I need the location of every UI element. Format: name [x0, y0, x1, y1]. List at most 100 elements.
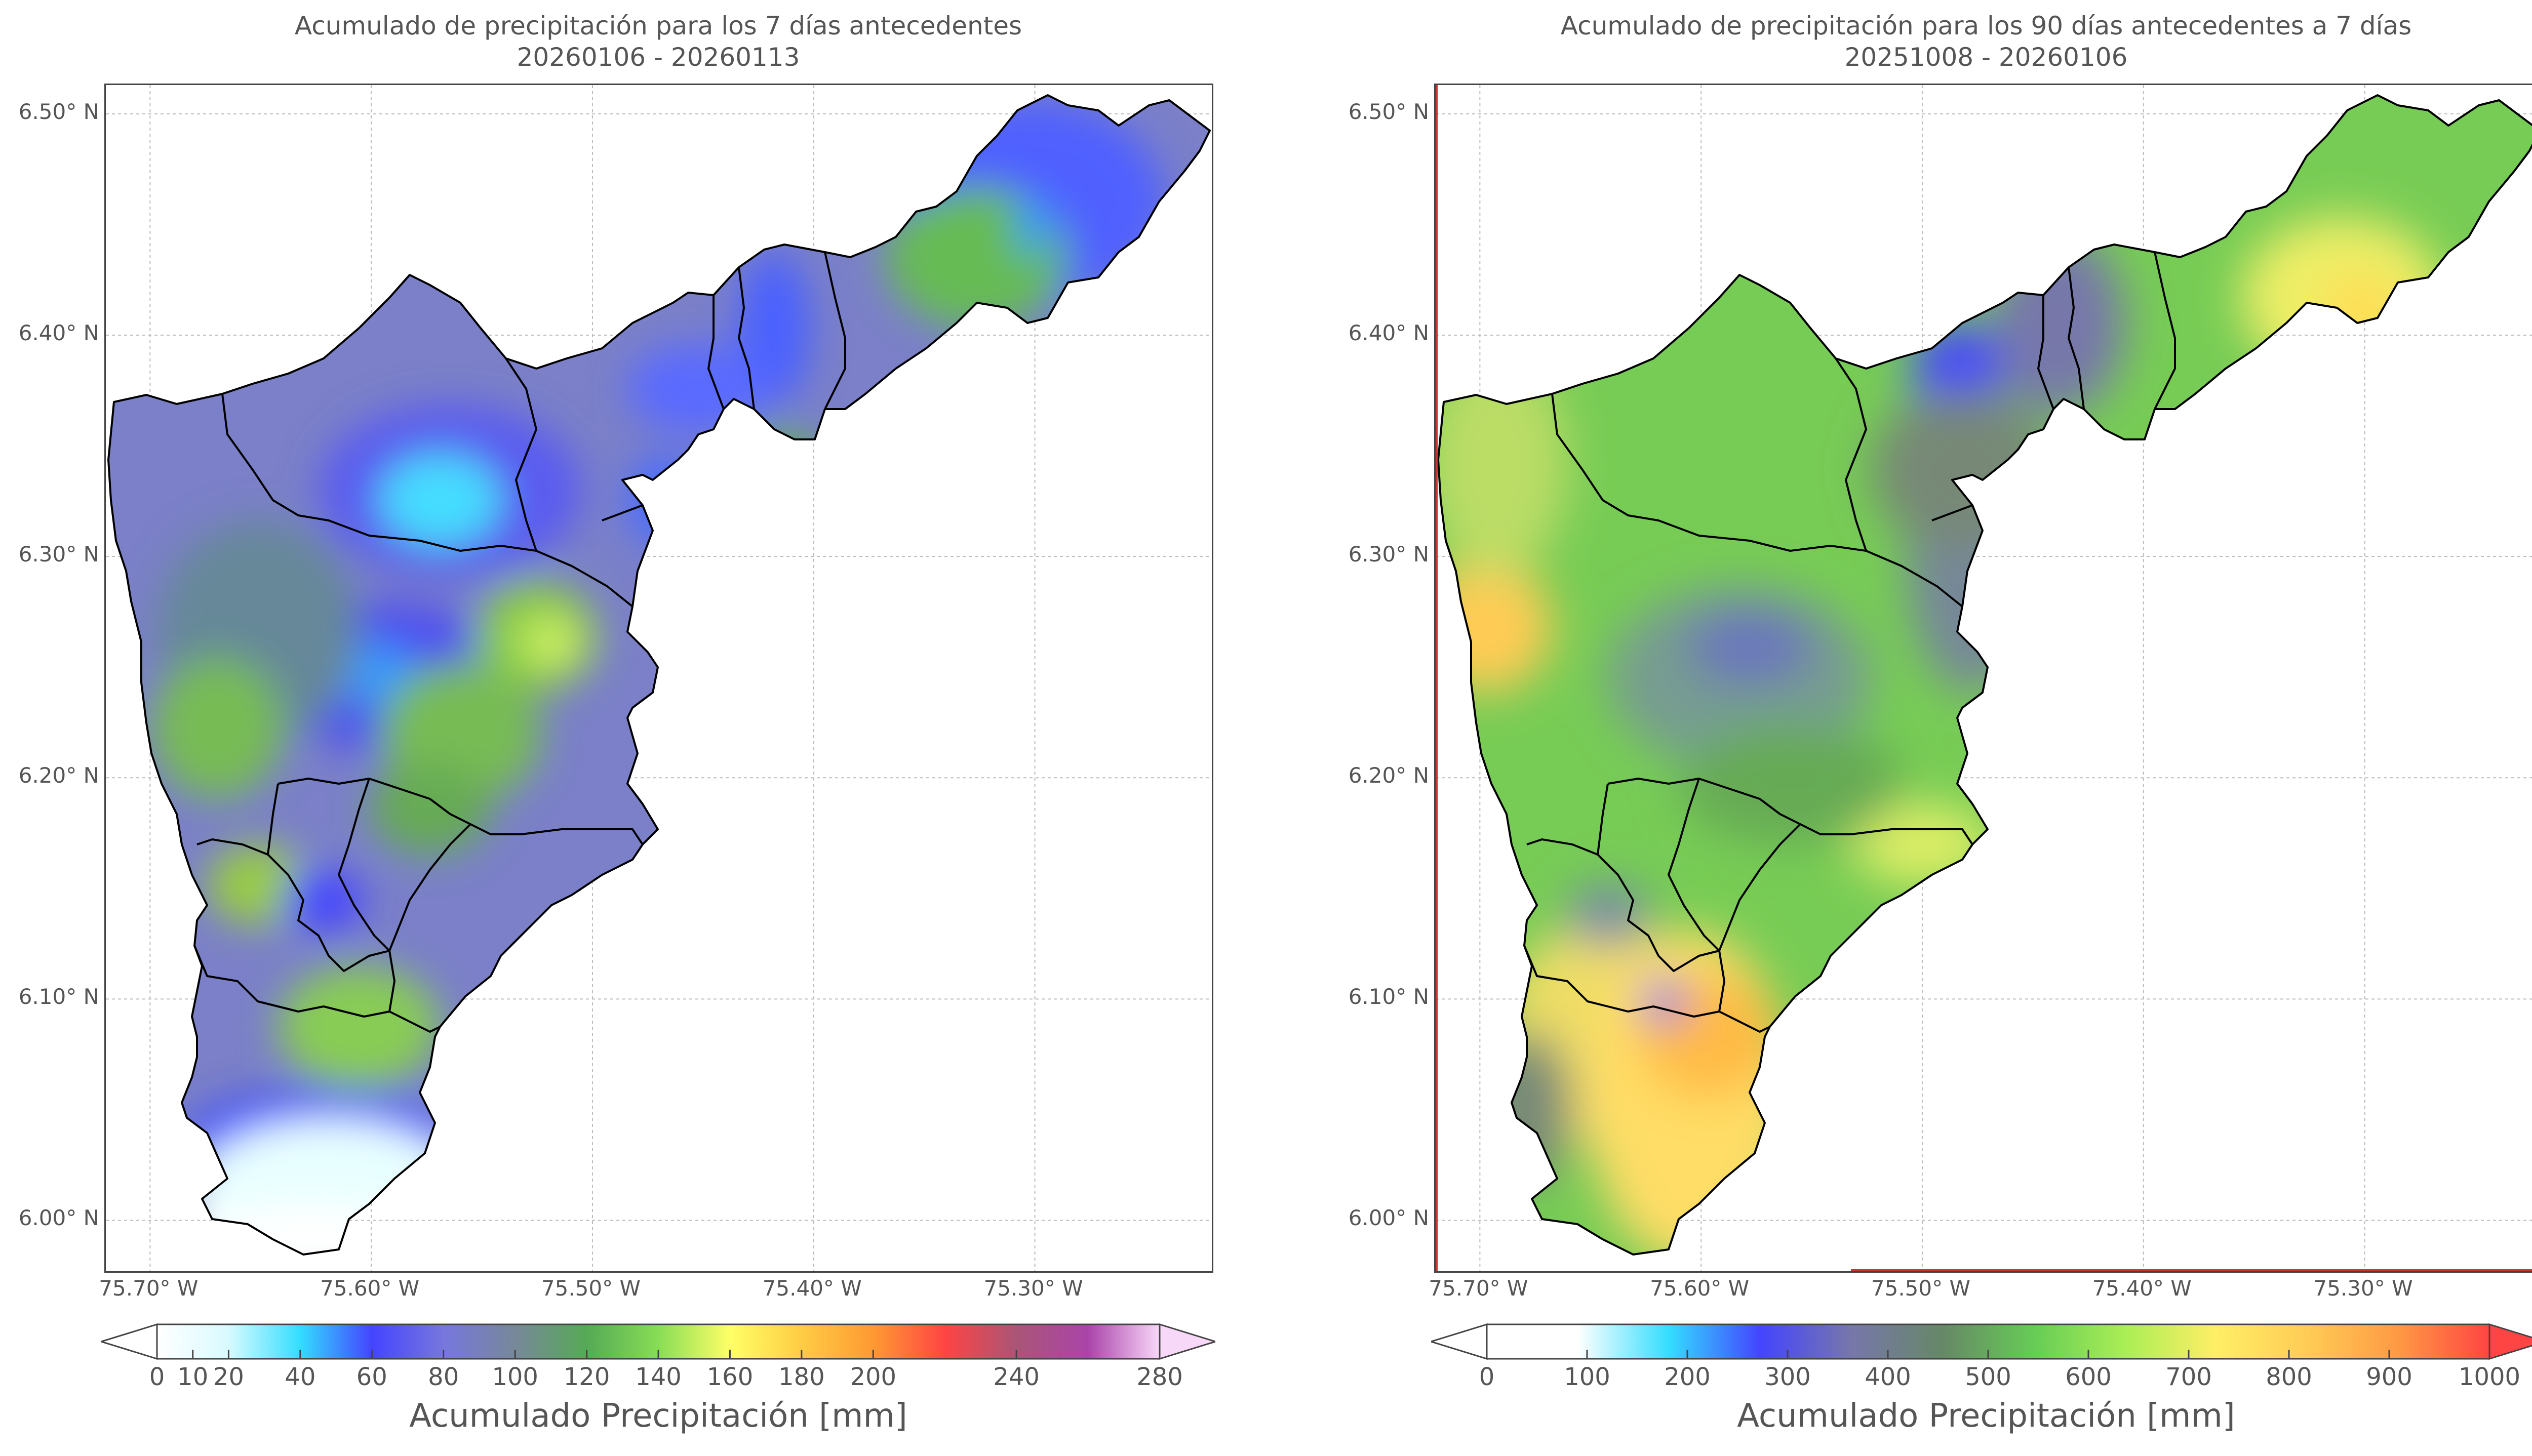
lon-tick-label: 75.60° W	[320, 1276, 420, 1301]
precip-blob	[1608, 586, 1871, 769]
colorbar-tick-label: 120	[563, 1363, 610, 1391]
lat-tick-label: 6.10° N	[1348, 984, 1429, 1009]
left-colorbar	[101, 1323, 1215, 1360]
colorbar-tick-label: 240	[993, 1363, 1040, 1391]
right-precip-map	[1436, 85, 2532, 1271]
lon-tick-label: 75.30° W	[983, 1276, 1083, 1301]
precip-blob	[1017, 196, 1048, 257]
colorbar-tick-label: 60	[356, 1363, 387, 1391]
subbasin-boundary	[193, 778, 395, 1018]
precip-blob	[2322, 272, 2403, 353]
colorbar-tick-label: 0	[149, 1363, 165, 1391]
colorbar-tick-label: 0	[1479, 1363, 1495, 1391]
left-precip-map	[106, 85, 1212, 1271]
precip-blob	[278, 966, 440, 1087]
colorbar-extend-max	[1159, 1323, 1215, 1360]
subbasin-boundary	[1931, 504, 1973, 521]
precip-blob	[1871, 389, 2053, 551]
colorbar-tick-label: 300	[1764, 1363, 1811, 1391]
subbasin-boundary	[2154, 252, 2176, 410]
precip-blob	[1643, 981, 1684, 1022]
colorbar-tick-label: 400	[1865, 1363, 1911, 1391]
colorbar-extend-min	[1431, 1323, 1488, 1360]
precip-blob	[379, 455, 501, 546]
subbasin-boundary	[388, 823, 471, 951]
precip-blob	[369, 763, 491, 855]
lon-tick-label: 75.70° W	[1429, 1276, 1528, 1301]
lat-tick-label: 6.50° N	[18, 99, 99, 124]
subbasin-boundary	[2037, 295, 2054, 410]
lon-tick-label: 75.70° W	[99, 1276, 199, 1301]
lat-tick-label: 6.00° N	[18, 1205, 99, 1231]
basin-outline	[1437, 94, 2532, 1256]
lat-tick-label: 6.20° N	[1348, 763, 1429, 788]
colorbar-tick-label: 40	[285, 1363, 316, 1391]
lat-tick-label: 6.50° N	[1348, 99, 1429, 124]
right-colorbar-label: Acumulado Precipitación [mm]	[1737, 1397, 2235, 1435]
lon-tick-label: 75.30° W	[2313, 1276, 2413, 1301]
left-title-line2: 20260106 - 20260113	[517, 43, 800, 72]
right-map-panel: Acumulado de precipitación para los 90 d…	[1277, 0, 2532, 1456]
left-map-panel: Acumulado de precipitación para los 7 dí…	[18, 10, 1215, 1435]
precip-blob	[1438, 353, 1567, 576]
lat-tick-label: 6.30° N	[18, 542, 99, 567]
right-title-line2: 20251008 - 20260106	[1844, 43, 2128, 72]
precip-blob	[1567, 885, 1648, 946]
subbasin-boundary	[221, 393, 634, 608]
colorbar-tick-label: 10	[177, 1363, 209, 1391]
subbasin-boundary	[824, 252, 846, 410]
precip-blob	[627, 343, 769, 434]
colorbar-tick-label: 100	[1564, 1363, 1610, 1391]
colorbar-tick-label: 1000	[2458, 1363, 2521, 1391]
precip-field	[108, 95, 1210, 1255]
colorbar-tick-label: 100	[492, 1363, 538, 1391]
right-colorbar	[1431, 1323, 2532, 1360]
subbasin-boundary	[1551, 393, 1963, 608]
lat-tick-label: 6.40° N	[18, 320, 99, 345]
subbasin-boundary	[738, 267, 755, 410]
lat-tick-label: 6.20° N	[18, 763, 99, 788]
lon-tick-label: 75.40° W	[2092, 1276, 2192, 1301]
basin-outline	[107, 94, 1211, 1256]
subbasin-boundary	[196, 783, 279, 856]
left-map-title: Acumulado de precipitación para los 7 dí…	[106, 10, 1210, 73]
colorbar-tick-label: 280	[1136, 1363, 1183, 1391]
subbasin-boundary	[1835, 357, 1867, 551]
colorbar-tick-label: 200	[1664, 1363, 1711, 1391]
colorbar-tick-label: 20	[213, 1363, 244, 1391]
colorbar-tick-label: 180	[778, 1363, 825, 1391]
subbasin-boundary	[278, 778, 644, 845]
lat-tick-label: 6.30° N	[1348, 542, 1429, 567]
left-map-frame	[104, 84, 1213, 1273]
right-map-frame	[1434, 84, 2532, 1273]
subbasin-boundary	[602, 504, 643, 521]
subbasin-boundary	[1523, 778, 1725, 1018]
colorbar-tick-label: 700	[2165, 1363, 2212, 1391]
subbasin-boundary	[1607, 778, 1973, 845]
subbasin-boundary	[267, 854, 390, 972]
basin-boundaries	[107, 94, 1211, 1256]
colorbar-extend-min	[101, 1323, 158, 1360]
left-colorbar-label: Acumulado Precipitación [mm]	[409, 1397, 907, 1435]
subbasin-boundary	[389, 1010, 441, 1033]
precip-blob	[207, 844, 308, 925]
colorbar-tick-label: 140	[635, 1363, 682, 1391]
precip-base	[108, 95, 1210, 1255]
lat-tick-label: 6.00° N	[1348, 1205, 1429, 1231]
colorbar-tick-label: 800	[2266, 1363, 2312, 1391]
left-title-line1: Acumulado de precipitación para los 7 dí…	[294, 11, 1022, 41]
subbasin-boundary	[707, 295, 725, 410]
colorbar-tick-label: 900	[2366, 1363, 2412, 1391]
precip-blob	[521, 617, 582, 667]
lat-tick-label: 6.10° N	[18, 984, 99, 1009]
subbasin-boundary	[1597, 854, 1720, 972]
basin-boundaries	[1437, 94, 2532, 1256]
precip-blob	[151, 657, 283, 799]
colorbar-extend-max	[2488, 1323, 2532, 1360]
lat-tick-label: 6.40° N	[1348, 320, 1429, 345]
subbasin-boundary	[1718, 823, 1801, 951]
subbasin-boundary	[505, 357, 537, 551]
lon-tick-label: 75.50° W	[1871, 1276, 1971, 1301]
lon-tick-label: 75.40° W	[762, 1276, 862, 1301]
colorbar-tick-label: 200	[850, 1363, 897, 1391]
